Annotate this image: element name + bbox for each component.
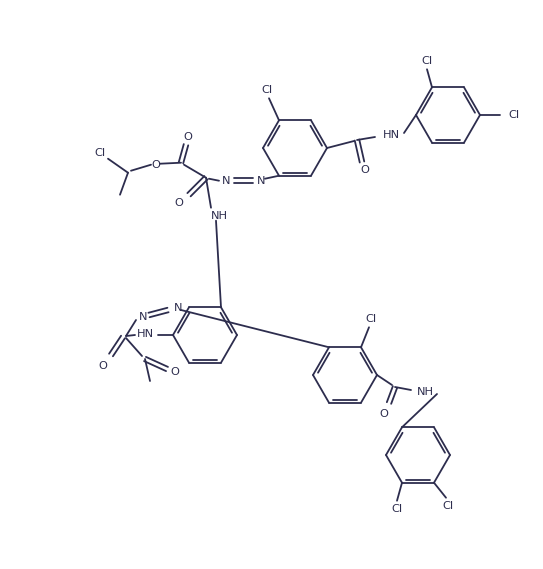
Text: N: N <box>174 303 182 313</box>
Text: Cl: Cl <box>421 56 433 66</box>
Text: NH: NH <box>211 211 228 221</box>
Text: O: O <box>380 409 388 419</box>
Text: O: O <box>99 361 108 371</box>
Text: Cl: Cl <box>365 314 376 324</box>
Text: N: N <box>139 312 147 322</box>
Text: Cl: Cl <box>261 85 273 95</box>
Text: O: O <box>361 165 369 175</box>
Text: Cl: Cl <box>392 504 402 514</box>
Text: HN: HN <box>136 329 154 339</box>
Text: NH: NH <box>416 387 433 397</box>
Text: O: O <box>174 197 184 208</box>
Text: O: O <box>184 131 192 142</box>
Text: Cl: Cl <box>443 501 453 511</box>
Text: HN: HN <box>382 130 400 140</box>
Text: O: O <box>171 367 179 377</box>
Text: O: O <box>151 160 160 170</box>
Text: Cl: Cl <box>508 110 519 120</box>
Text: N: N <box>257 176 265 185</box>
Text: Cl: Cl <box>94 148 105 158</box>
Text: N: N <box>222 176 230 185</box>
